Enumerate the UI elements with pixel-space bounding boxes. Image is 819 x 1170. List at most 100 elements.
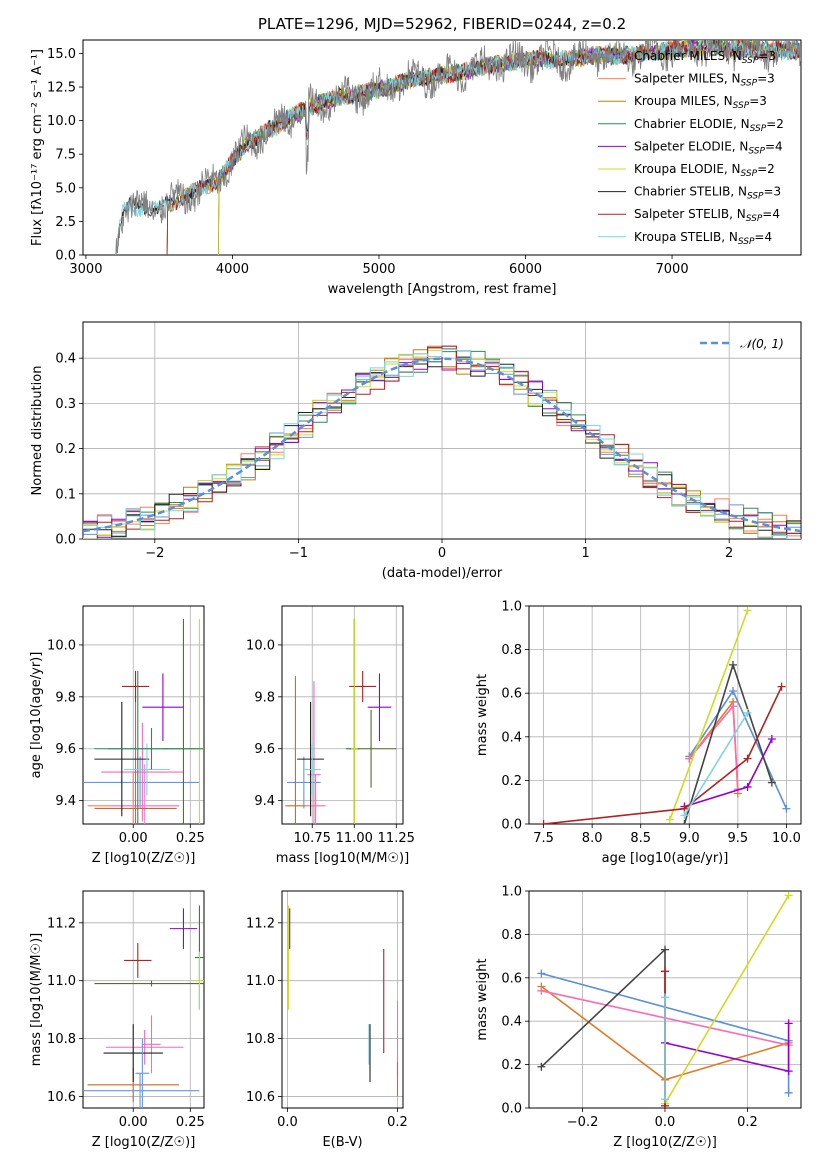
weight-marker: [729, 687, 737, 696]
errorbar-point: [101, 722, 184, 822]
axes-weight_vs_age: 7.5 8.0 8.5 9.0 9.5 10.0 0.0 0.2 0.4 0.6 0.8 1.0 age…: [475, 600, 802, 866]
x-axis-label: Z [log10(Z/Z☉)]: [92, 1135, 196, 1150]
weight-marker: [784, 1019, 793, 1028]
weight-marker: [665, 815, 674, 824]
weight-lines-weight_vs_age: [539, 606, 791, 824]
y-tick-label: 10.0: [47, 114, 76, 129]
errorbar-point: [285, 676, 306, 824]
errorbar-point: [124, 943, 152, 978]
y-tick-label: 2.5: [55, 215, 76, 230]
y-axis-label: age [log10(age/yr)]: [29, 652, 44, 779]
errorbars-mass_vs_Z: [83, 905, 204, 1108]
y-tick-label: 0.0: [501, 1102, 522, 1117]
y-tick-label: 0.0: [55, 533, 76, 548]
weight-marker: [729, 660, 737, 669]
y-tick-label: 1.0: [501, 885, 522, 900]
legend-label-value: =4: [765, 139, 783, 153]
weight-marker: [743, 782, 752, 791]
y-tick-label: 9.6: [55, 742, 76, 757]
weight-marker: [784, 891, 793, 900]
legend-label: Salpeter STELIB, NSSP=4: [634, 207, 780, 224]
y-tick-label: 10.8: [47, 1032, 76, 1047]
weight-lines-weight_vs_Z: [537, 891, 793, 1108]
weight-series-4: [664, 894, 790, 1105]
x-axis-label: (data-model)/error: [382, 566, 503, 581]
y-axis-label: mass weight: [475, 674, 490, 756]
errorbar-point: [169, 908, 198, 949]
legend-label-text: Salpeter STELIB, N: [634, 207, 746, 221]
y-tick-label: 10.6: [47, 1090, 76, 1105]
y-tick-label: 0.1: [55, 487, 76, 502]
legend-label-subscript: SSP: [746, 214, 763, 224]
x-tick-label: 10.75: [294, 831, 331, 846]
axes-frame: [528, 605, 802, 825]
x-tick-label: 0.25: [176, 831, 205, 846]
normal-curve: [83, 357, 801, 533]
y-tick-label: 7.5: [55, 148, 76, 163]
x-tick-label: 0.2: [387, 1115, 408, 1130]
errorbar-point: [124, 743, 170, 796]
weight-series-3: [664, 1023, 790, 1073]
x-axis-label: Z [log10(Z/Z☉)]: [92, 851, 196, 866]
legend-label-text: Salpeter ELODIE, N: [634, 139, 748, 153]
errorbar-point: [367, 673, 392, 741]
weight-marker: [784, 1067, 793, 1076]
y-tick-label: 0.2: [501, 1058, 522, 1073]
axes-frame: [82, 39, 802, 256]
legend-label-subscript: SSP: [741, 169, 758, 179]
y-tick-label: 5.0: [55, 181, 76, 196]
errorbar-point: [94, 702, 150, 817]
x-tick-label: 9.5: [728, 831, 749, 846]
legend-label-value: =2: [766, 117, 784, 131]
errorbar-point: [305, 774, 326, 824]
axes-frame: [82, 321, 802, 540]
x-tick-label: 7.5: [533, 831, 554, 846]
legend-label-value: =4: [762, 207, 780, 221]
y-axis-label: mass [log10(M/M☉)]: [29, 933, 44, 1066]
axes-spectrum: 3000 4000 5000 6000 7000 0.0 2.5 5.0 7.5 10.0 12.5…: [30, 39, 802, 297]
errorbar-point: [142, 1015, 161, 1074]
x-axis-label: mass [log10(M/M☉)]: [276, 851, 409, 866]
x-tick-label: 8.0: [582, 831, 603, 846]
x-tick-label: 8.5: [630, 831, 651, 846]
legend-label-text: Chabrier MILES, N: [634, 49, 742, 63]
weight-marker: [537, 986, 546, 995]
x-tick-label: −0.2: [567, 1115, 599, 1130]
weight-marker: [539, 820, 548, 824]
legend-label: Kroupa ELODIE, NSSP=2: [634, 162, 775, 179]
errorbars-age_vs_mass: [285, 618, 397, 824]
y-tick-label: 10.0: [47, 638, 76, 653]
weight-marker: [729, 702, 737, 711]
errorbar-point: [103, 1024, 163, 1082]
weight-marker: [777, 682, 786, 691]
errorbar-point: [297, 702, 325, 817]
axes-mass_vs_Z: 0.00 0.25 10.6 10.8 11.0 11.2 Z [log10(Z/Z☉)] m…: [29, 890, 205, 1150]
legend-label-value: =4: [754, 230, 772, 244]
x-axis-label: age [log10(age/yr)]: [602, 851, 729, 866]
y-tick-label: 0.0: [501, 818, 522, 833]
x-tick-label: −1: [289, 546, 308, 561]
axes-age_vs_mass: 10.75 11.00 11.25 9.4 9.6 9.8 10.0 mass [log10(…: [246, 605, 415, 866]
legend-label-text: Kroupa ELODIE, N: [634, 162, 741, 176]
y-tick-label: 9.8: [254, 690, 275, 705]
weight-marker: [782, 804, 791, 813]
errorbar-point: [94, 980, 204, 987]
errorbar-point: [83, 756, 200, 809]
axes-residuals: −2 −1 0 1 2 0.0 0.1 0.2 0.3 0.4 (data-model)/error…: [30, 321, 802, 581]
x-tick-label: 0.00: [119, 831, 148, 846]
y-tick-label: 11.0: [246, 974, 275, 989]
y-tick-label: 11.0: [47, 974, 76, 989]
errorbar-point: [83, 1073, 200, 1108]
legend-label-value: =3: [749, 94, 767, 108]
y-tick-label: 10.0: [246, 638, 275, 653]
errorbar-point: [121, 670, 150, 703]
y-tick-label: 10.6: [246, 1090, 275, 1105]
legend-label-text: Chabrier ELODIE, N: [634, 117, 750, 131]
legend-label-text: Salpeter MILES, N: [634, 72, 741, 86]
weight-marker: [680, 820, 689, 824]
errorbar-point: [350, 618, 358, 824]
y-tick-label: 0.8: [501, 643, 522, 658]
y-axis-label: Flux [fλ10⁻¹⁷ erg cm⁻² s⁻¹ A⁻¹]: [30, 49, 45, 246]
y-tick-label: 0.2: [501, 774, 522, 789]
